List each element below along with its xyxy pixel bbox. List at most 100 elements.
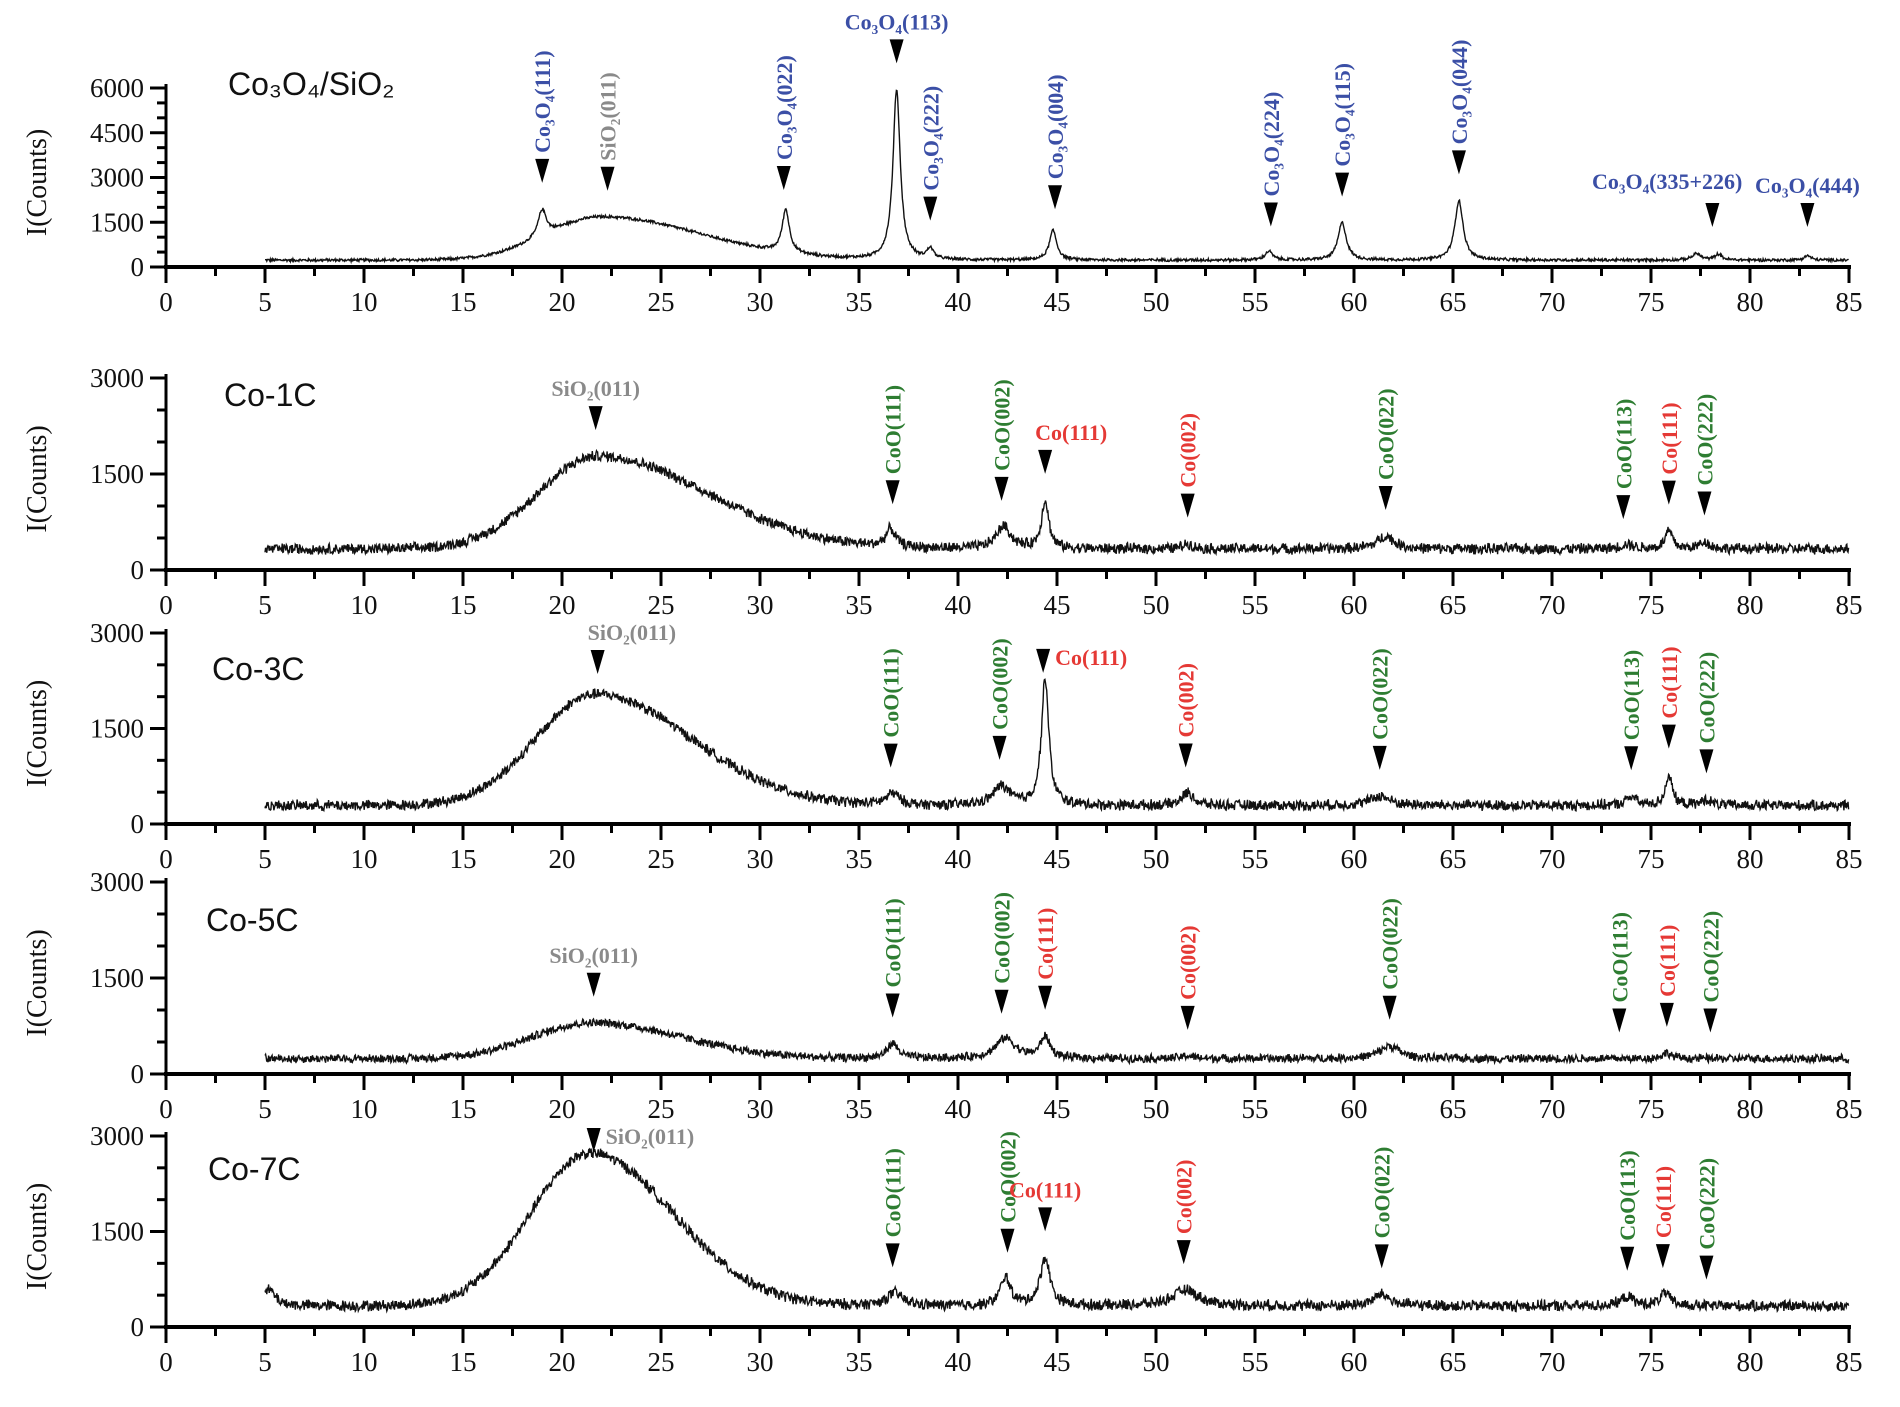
peak-annotation: Co₃O₄(022) bbox=[772, 55, 797, 191]
peak-marker-triangle bbox=[1038, 985, 1053, 1010]
peak-marker-triangle bbox=[1703, 1008, 1718, 1033]
peak-marker-triangle bbox=[885, 480, 900, 505]
panel-4: 0 5 10 15 20 25 30 35 40 45 50 55 60 65 70 75 80 85 0 1500 3… bbox=[22, 867, 1863, 1124]
x-tick-label: 50 bbox=[1143, 1094, 1170, 1124]
x-tick-label: 65 bbox=[1440, 1347, 1467, 1377]
peak-label: Co(111) bbox=[1657, 402, 1682, 474]
peak-label: Co₃O₄(115) bbox=[1330, 63, 1355, 167]
peak-annotation: Co(002) bbox=[1176, 413, 1201, 518]
peak-label: CoO(111) bbox=[881, 1148, 906, 1237]
x-tick-label: 65 bbox=[1440, 1094, 1467, 1124]
peak-marker-triangle bbox=[994, 476, 1009, 501]
x-tick-label: 45 bbox=[1044, 844, 1071, 874]
peak-marker-triangle bbox=[1451, 150, 1466, 175]
peak-label: Co(111) bbox=[1035, 420, 1107, 445]
y-tick-label: 3000 bbox=[90, 1121, 144, 1151]
panel-title: Co-3C bbox=[212, 651, 304, 687]
peak-marker-triangle bbox=[1036, 648, 1051, 673]
peak-annotation: CoO(002) bbox=[990, 379, 1015, 501]
peak-annotation: CoO(222) bbox=[1692, 394, 1717, 516]
x-tick-label: 75 bbox=[1638, 844, 1665, 874]
peak-annotation: Co(002) bbox=[1176, 925, 1201, 1030]
peak-annotation: Co(111) bbox=[1033, 908, 1058, 1010]
peak-marker-triangle bbox=[1705, 203, 1720, 227]
peak-annotation: SiO₂(011) bbox=[588, 620, 676, 674]
x-tick-label: 45 bbox=[1044, 1347, 1071, 1377]
peak-marker-triangle bbox=[1263, 202, 1278, 227]
x-tick-label: 60 bbox=[1341, 1347, 1368, 1377]
x-tick-label: 75 bbox=[1638, 1094, 1665, 1124]
peak-label: CoO(002) bbox=[990, 379, 1015, 471]
x-tick-label: 75 bbox=[1638, 590, 1665, 620]
xrd-trace bbox=[265, 89, 1849, 265]
x-tick-label: 50 bbox=[1143, 590, 1170, 620]
peak-label: SiO₂(011) bbox=[549, 943, 638, 968]
panel-3: 0 5 10 15 20 25 30 35 40 45 50 55 60 65 70 75 80 85 0 1500 3… bbox=[22, 618, 1863, 874]
y-tick-label: 3000 bbox=[90, 163, 144, 193]
peak-label: CoO(002) bbox=[996, 1131, 1021, 1223]
peak-label: Co(111) bbox=[1657, 646, 1682, 718]
x-tick-label: 30 bbox=[747, 590, 774, 620]
x-tick-label: 65 bbox=[1440, 287, 1467, 317]
y-tick-label: 0 bbox=[131, 809, 145, 839]
y-tick-label: 0 bbox=[131, 1312, 145, 1342]
peak-label: CoO(113) bbox=[1619, 650, 1644, 740]
peak-marker-triangle bbox=[994, 989, 1009, 1014]
xrd-trace bbox=[264, 678, 1850, 813]
x-tick-label: 70 bbox=[1539, 287, 1566, 317]
peak-label: CoO(113) bbox=[1615, 1150, 1640, 1240]
peak-annotation: CoO(111) bbox=[881, 898, 906, 1018]
peak-label: Co(002) bbox=[1174, 663, 1199, 738]
x-tick-label: 20 bbox=[549, 1347, 576, 1377]
peak-marker-triangle bbox=[588, 406, 603, 431]
peak-marker-triangle bbox=[535, 158, 550, 183]
peak-marker-triangle bbox=[1180, 1005, 1195, 1030]
peak-marker-triangle bbox=[1699, 749, 1714, 774]
peak-label: CoO(111) bbox=[881, 898, 906, 987]
x-tick-label: 35 bbox=[846, 287, 873, 317]
y-axis-title: I(Counts) bbox=[22, 425, 53, 532]
peak-label: Co₃O₄(444) bbox=[1755, 173, 1860, 198]
x-tick-label: 80 bbox=[1737, 287, 1764, 317]
peak-annotation: Co(111) bbox=[1657, 402, 1682, 505]
x-tick-label: 10 bbox=[351, 287, 378, 317]
x-tick-label: 10 bbox=[351, 1094, 378, 1124]
x-tick-label: 35 bbox=[846, 590, 873, 620]
peak-label: CoO(022) bbox=[1370, 1147, 1395, 1239]
peak-label: SiO₂(011) bbox=[551, 376, 640, 401]
x-tick-label: 55 bbox=[1242, 844, 1269, 874]
peak-label: Co(002) bbox=[1176, 925, 1201, 1000]
y-axis-title: I(Counts) bbox=[22, 129, 53, 236]
x-tick-label: 35 bbox=[846, 1347, 873, 1377]
peak-annotation: CoO(222) bbox=[1694, 652, 1719, 774]
peak-annotation: CoO(002) bbox=[990, 892, 1015, 1014]
x-tick-label: 30 bbox=[747, 287, 774, 317]
peak-marker-triangle bbox=[992, 735, 1007, 760]
x-tick-label: 40 bbox=[945, 844, 972, 874]
panel-title: Co-7C bbox=[208, 1151, 300, 1187]
peak-annotation: CoO(022) bbox=[1370, 1147, 1395, 1269]
peak-label: Co₃O₄(113) bbox=[845, 9, 949, 34]
peak-annotation: Co(111) bbox=[1009, 1177, 1081, 1232]
panel-5: 0 5 10 15 20 25 30 35 40 45 50 55 60 65 70 75 80 85 0 1500 3… bbox=[22, 1121, 1863, 1377]
x-tick-label: 0 bbox=[159, 590, 173, 620]
x-tick-label: 35 bbox=[846, 844, 873, 874]
x-tick-label: 60 bbox=[1341, 844, 1368, 874]
peak-label: Co(111) bbox=[1055, 645, 1127, 670]
x-tick-label: 5 bbox=[258, 1094, 272, 1124]
y-tick-label: 1500 bbox=[90, 1217, 144, 1247]
peak-marker-triangle bbox=[889, 39, 904, 64]
y-axis-title: I(Counts) bbox=[22, 929, 53, 1036]
y-tick-label: 6000 bbox=[90, 73, 144, 103]
peak-label: Co₃O₄(335+226) bbox=[1592, 169, 1742, 194]
peak-label: Co₃O₄(044) bbox=[1447, 40, 1472, 145]
peak-marker-triangle bbox=[1697, 491, 1712, 516]
x-tick-label: 85 bbox=[1836, 844, 1863, 874]
panel-title: Co-1C bbox=[224, 377, 316, 413]
peak-annotation: CoO(022) bbox=[1368, 648, 1393, 770]
x-tick-label: 15 bbox=[450, 1094, 477, 1124]
peak-marker-triangle bbox=[590, 650, 605, 674]
x-tick-label: 20 bbox=[549, 287, 576, 317]
peak-label: SiO₂(011) bbox=[606, 1124, 695, 1149]
peak-marker-triangle bbox=[1612, 1008, 1627, 1033]
